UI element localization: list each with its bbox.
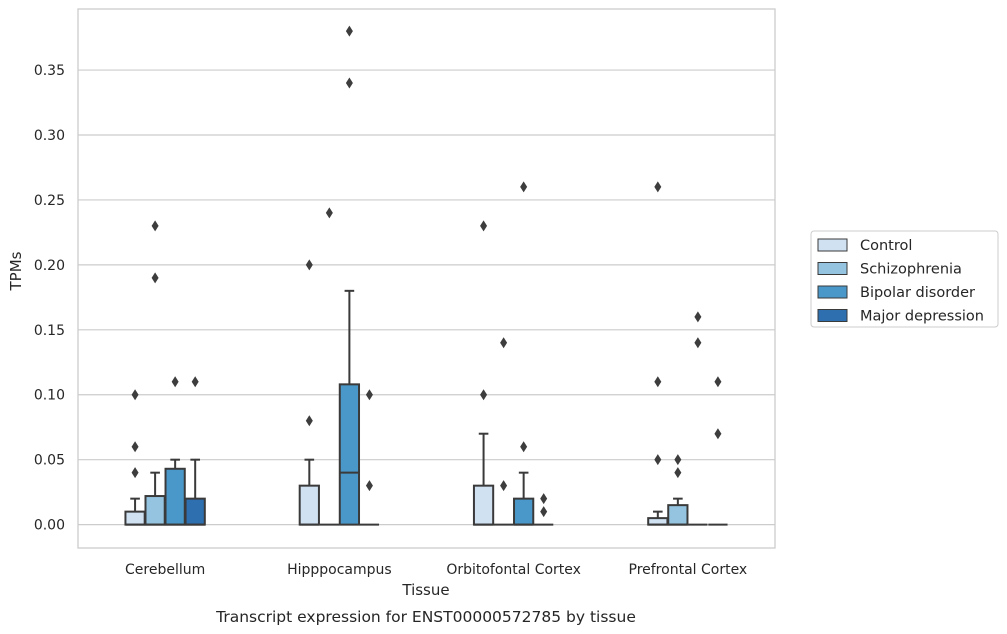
legend-swatch — [817, 309, 848, 322]
outlier-point — [540, 493, 548, 505]
box-group — [472, 220, 495, 526]
box-group — [359, 389, 380, 526]
box-series — [124, 25, 728, 526]
y-tick-label: 0.25 — [34, 193, 65, 209]
y-axis-title: TPMs — [7, 251, 25, 291]
legend-swatch — [817, 285, 848, 299]
outlier-point — [674, 454, 682, 466]
outlier-point — [520, 181, 528, 193]
outlier-point — [365, 389, 373, 401]
box-group — [647, 181, 669, 526]
legend-label: Control — [860, 238, 912, 254]
box — [298, 484, 320, 526]
outlier-point — [305, 259, 313, 271]
outlier-point — [714, 428, 722, 440]
y-tick-label: 0.20 — [34, 258, 65, 274]
legend-swatch — [817, 262, 848, 275]
outlier-point — [171, 376, 179, 388]
outlier-point — [325, 207, 333, 219]
box-group — [144, 220, 166, 526]
axes-frame — [77, 8, 776, 549]
outlier-point — [191, 376, 199, 388]
outlier-point — [654, 181, 662, 193]
outlier-point — [151, 220, 159, 232]
outlier-point — [131, 441, 139, 453]
outlier-point — [305, 415, 313, 427]
x-axis-title: Tissue — [401, 581, 449, 599]
box-group — [667, 454, 689, 526]
y-tick-label: 0.10 — [34, 388, 65, 404]
outlier-point — [654, 454, 662, 466]
box-group — [338, 25, 361, 526]
box-group — [688, 311, 708, 526]
legend-swatch — [817, 238, 848, 252]
legend-label: Schizophrenia — [860, 262, 962, 278]
box-group — [164, 376, 186, 526]
legend: Control Schizophrenia Bipolar disorder Majo… — [810, 230, 999, 328]
box — [124, 510, 146, 526]
outlier-point — [714, 376, 722, 388]
box — [184, 497, 206, 526]
x-tick-label: Cerebellum — [125, 562, 205, 578]
box-group — [298, 259, 320, 526]
x-tick-labels: Cerebellum Hipppocampus Orbitofontal Corte… — [125, 562, 747, 578]
box — [164, 467, 186, 526]
y-tick-labels: 0.00 0.05 0.10 0.15 0.20 0.25 0.30 0.35 — [34, 63, 65, 534]
y-tick-label: 0.15 — [34, 323, 65, 339]
x-tick-label: Orbitofontal Cortex — [446, 562, 581, 578]
box-group — [319, 207, 339, 526]
box-group — [124, 389, 146, 526]
outlier-point — [131, 467, 139, 479]
series-bipolar-disorder — [164, 25, 708, 526]
y-tick-label: 0.30 — [34, 128, 65, 144]
y-tick-label: 0.35 — [34, 63, 65, 79]
y-tick-label: 0.05 — [34, 453, 65, 469]
outlier-point — [365, 480, 373, 492]
outlier-point — [345, 77, 353, 89]
box-group — [184, 376, 206, 526]
series-major-depression — [184, 376, 728, 526]
box-group — [708, 376, 728, 526]
grid-lines — [78, 69, 775, 526]
outlier-point — [654, 376, 662, 388]
box — [144, 495, 166, 526]
y-tick-label: 0.00 — [34, 518, 65, 534]
outlier-point — [345, 25, 353, 37]
box — [667, 504, 689, 526]
outlier-point — [151, 272, 159, 284]
box-group — [493, 337, 514, 526]
outlier-point — [500, 337, 508, 349]
series-control — [124, 181, 669, 526]
x-tick-label: Prefrontal Cortex — [629, 562, 748, 578]
box — [338, 383, 361, 526]
outlier-point — [520, 441, 528, 453]
legend-label: Major depression — [860, 309, 984, 325]
box-group — [513, 181, 535, 526]
outlier-point — [131, 389, 139, 401]
outlier-point — [500, 480, 508, 492]
legend-frame — [810, 230, 999, 328]
series-schizophrenia — [144, 207, 689, 526]
box — [513, 497, 535, 526]
outlier-point — [480, 220, 488, 232]
x-tick-label: Hipppocampus — [287, 562, 392, 578]
plot-frame — [77, 8, 776, 549]
legend-label: Bipolar disorder — [860, 285, 975, 301]
outlier-point — [694, 337, 702, 349]
box-group — [534, 493, 554, 526]
outlier-point — [480, 389, 488, 401]
outlier-point — [694, 311, 702, 323]
chart-caption: Transcript expression for ENST0000057278… — [215, 608, 636, 626]
outlier-point — [674, 467, 682, 479]
box — [472, 484, 495, 526]
outlier-point — [540, 506, 548, 518]
